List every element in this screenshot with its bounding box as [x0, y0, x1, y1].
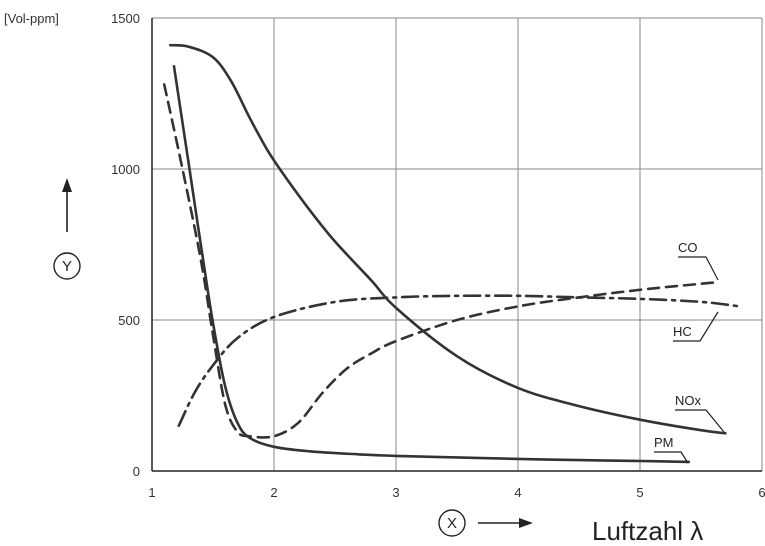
series-label-hc-text: HC [673, 324, 692, 339]
x-tick-label: 3 [392, 485, 399, 500]
y-tick-labels: 0 500 1000 1500 [111, 11, 140, 479]
y-tick-label: 1000 [111, 162, 140, 177]
y-tick-label: 0 [133, 464, 140, 479]
series-line-pm [172, 65, 691, 464]
series-line-nox [169, 43, 727, 435]
y-axis-marker: Y [53, 178, 81, 280]
x-tick-label: 2 [270, 485, 277, 500]
y-tick-label: 1500 [111, 11, 140, 26]
x-tick-labels: 1 2 3 4 5 6 [148, 485, 765, 500]
x-tick-label: 5 [636, 485, 643, 500]
x-axis-marker: X [438, 509, 533, 537]
x-axis-title: Luftzahl λ [592, 516, 703, 546]
x-marker-letter: X [447, 515, 457, 532]
series-label-hc: HC [673, 311, 719, 342]
y-tick-label: 500 [118, 313, 140, 328]
grid [152, 17, 763, 471]
series-label-nox: NOx [675, 393, 725, 433]
series-line-co [162, 83, 721, 439]
x-tick-label: 4 [514, 485, 521, 500]
series-label-pm: PM [654, 435, 689, 464]
x-tick-label: 1 [148, 485, 155, 500]
series-label-pm-text: PM [654, 435, 674, 450]
y-marker-letter: Y [62, 258, 72, 275]
x-tick-label: 6 [758, 485, 765, 500]
curves [162, 43, 742, 464]
y-unit-label: [Vol-ppm] [4, 11, 59, 26]
series-label-nox-text: NOx [675, 393, 702, 408]
series-label-co-text: CO [678, 240, 698, 255]
series-line-hc [177, 294, 742, 427]
series-label-co: CO [678, 240, 719, 281]
axes [151, 18, 762, 472]
